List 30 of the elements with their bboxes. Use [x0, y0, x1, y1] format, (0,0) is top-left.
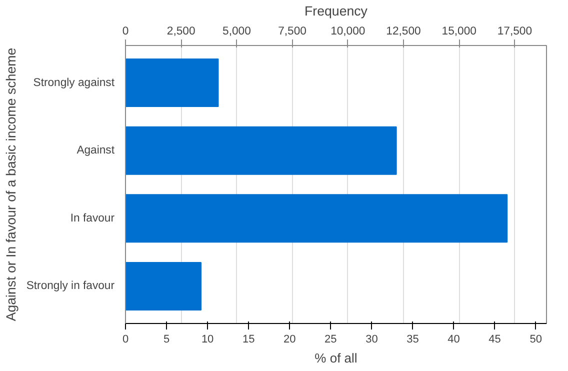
x-tick-label: 5	[163, 334, 170, 346]
x2-tick-label: 12,500	[386, 26, 421, 38]
x2-tick-label: 10,000	[330, 26, 366, 38]
bar	[126, 262, 202, 310]
y-axis-title: Against or In favour of a basic income scheme	[3, 48, 18, 322]
x2-tick-label: 2,500	[166, 26, 196, 38]
x2-tick-label: 17,500	[497, 26, 532, 38]
x-tick-label: 35	[406, 334, 419, 346]
x-tick-label: 25	[324, 334, 337, 346]
x-tick-label: 0	[122, 334, 129, 346]
x2-tick-label: 0	[122, 26, 129, 38]
x-tick-label: 40	[448, 334, 460, 346]
y-tick-label: In favour	[70, 212, 115, 224]
x-tick-label: 50	[530, 334, 542, 346]
x-tick-label: 45	[488, 334, 501, 346]
x2-tick-label: 15,000	[442, 26, 476, 38]
bar	[126, 194, 508, 243]
x2-tick-label: 5,000	[222, 26, 251, 38]
y-tick-label: Strongly against	[33, 76, 116, 89]
bar	[126, 126, 397, 175]
bar	[126, 58, 219, 108]
x-tick-label: 15	[242, 334, 255, 346]
y-tick-label: Against	[76, 144, 116, 157]
x-axis-title: % of all	[314, 350, 358, 366]
y-tick-label: Strongly in favour	[26, 280, 115, 292]
x-tick-label: 20	[284, 334, 296, 346]
x2-axis-title: Frequency	[304, 4, 368, 18]
x-tick-label: 10	[201, 334, 214, 346]
x-tick-label: 30	[366, 334, 378, 346]
x2-tick-label: 7,500	[278, 26, 306, 38]
